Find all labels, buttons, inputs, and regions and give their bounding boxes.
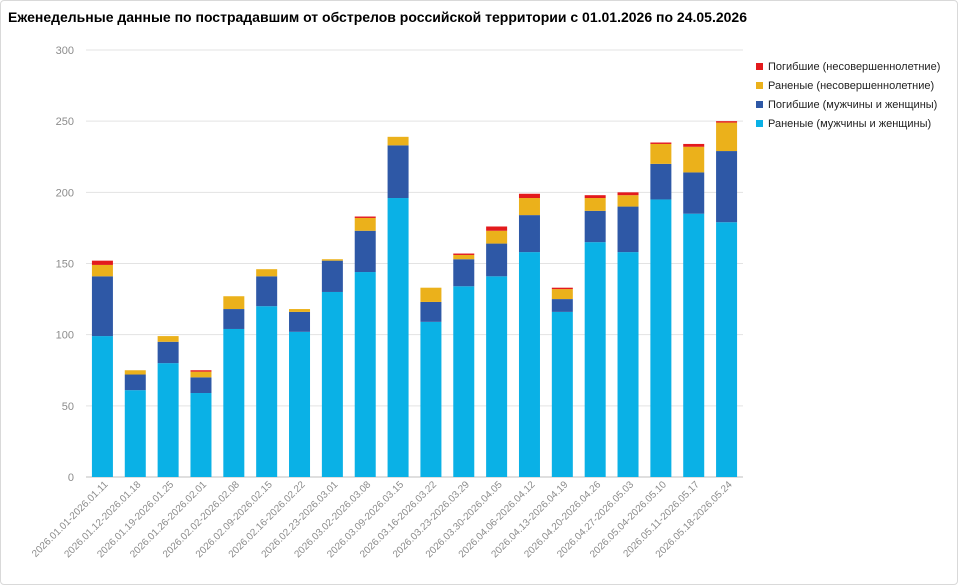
legend-item: Раненые (несовершеннолетние) <box>756 76 940 95</box>
bar-segment <box>289 309 311 312</box>
bar-segment <box>518 198 540 216</box>
bar-segment <box>584 195 606 199</box>
bar-segment <box>223 296 245 310</box>
bar-segment <box>354 272 376 477</box>
y-tick-label: 200 <box>56 187 74 199</box>
bar-segment <box>124 370 146 375</box>
bar-segment <box>716 222 738 477</box>
bar-segment <box>716 121 738 123</box>
bar-segment <box>716 151 738 223</box>
y-tick-label: 0 <box>68 472 74 484</box>
legend-swatch <box>756 101 763 108</box>
bar-segment <box>354 217 376 231</box>
bar-segment <box>486 230 508 244</box>
bar-segment <box>551 311 573 477</box>
bar-segment <box>387 136 409 146</box>
bar-segment <box>256 269 278 277</box>
legend-item: Погибшие (несовершеннолетние) <box>756 57 940 76</box>
bar-segment <box>420 321 442 477</box>
y-tick-label: 300 <box>56 45 74 57</box>
bar-segment <box>617 206 639 253</box>
bar-segment <box>518 193 540 199</box>
bar-segment <box>584 210 606 243</box>
bar-segment <box>354 230 376 273</box>
legend-label: Погибшие (несовершеннолетние) <box>768 60 941 73</box>
y-tick-label: 100 <box>56 330 74 342</box>
bar-segment <box>321 291 343 477</box>
bar-segment <box>453 259 475 287</box>
bar-segment <box>617 195 639 207</box>
bar-segment <box>584 242 606 477</box>
bar-segment <box>387 145 409 199</box>
bar-segment <box>91 260 113 265</box>
bar-segment <box>321 259 343 261</box>
bar-segment <box>650 199 672 477</box>
bar-segment <box>289 331 311 477</box>
bar-segment <box>486 276 508 477</box>
bar-segment <box>387 198 409 477</box>
bar-segment <box>551 299 573 312</box>
bar-segment <box>91 264 113 277</box>
bar-segment <box>91 276 113 337</box>
bar-segment <box>157 341 179 364</box>
chart-title: Еженедельные данные по пострадавшим от о… <box>8 9 747 25</box>
bar-segment <box>617 192 639 196</box>
bar-segment <box>321 260 343 292</box>
bar-segment <box>650 142 672 144</box>
bar-segment <box>683 172 705 214</box>
y-tick-label: 150 <box>56 259 74 271</box>
bar-segment <box>190 393 212 477</box>
legend-label: Погибшие (мужчины и женщины) <box>768 98 938 111</box>
bar-segment <box>683 143 705 147</box>
legend-swatch <box>756 82 763 89</box>
bar-segment <box>256 306 278 477</box>
bar-segment <box>486 243 508 277</box>
legend-item: Раненые (мужчины и женщины) <box>756 114 940 133</box>
bar-segment <box>518 252 540 477</box>
bar-segment <box>453 253 475 255</box>
bar-segment <box>716 122 738 152</box>
legend-swatch <box>756 120 763 127</box>
bar-segment <box>157 363 179 477</box>
bar-segment <box>683 213 705 477</box>
bar-segment <box>223 328 245 477</box>
y-tick-label: 250 <box>56 116 74 128</box>
bar-segment <box>256 276 278 307</box>
bar-segment <box>453 254 475 260</box>
legend-swatch <box>756 63 763 70</box>
bar-segment <box>223 309 245 329</box>
bar-segment <box>289 311 311 332</box>
bar-segment <box>518 215 540 253</box>
legend-label: Раненые (несовершеннолетние) <box>768 79 935 92</box>
bar-segment <box>453 286 475 477</box>
bar-segment <box>190 371 212 378</box>
chart-legend: Погибшие (несовершеннолетние) Раненые (не… <box>756 57 940 133</box>
bar-segment <box>190 370 212 372</box>
bar-segment <box>354 216 376 218</box>
bar-segment <box>683 146 705 173</box>
legend-item: Погибшие (мужчины и женщины) <box>756 95 940 114</box>
bar-segment <box>650 143 672 164</box>
bar-segment <box>551 287 573 290</box>
legend-label: Раненые (мужчины и женщины) <box>768 117 932 130</box>
y-tick-label: 50 <box>62 401 74 413</box>
bar-segment <box>584 198 606 211</box>
bar-segment <box>190 377 212 394</box>
bar-segment <box>157 336 179 342</box>
bar-segment <box>650 163 672 200</box>
bar-segment <box>124 390 146 477</box>
bar-segment <box>420 301 442 322</box>
bar-segment <box>91 336 113 477</box>
bar-segment <box>124 374 146 391</box>
bar-segment <box>551 289 573 300</box>
bar-segment <box>420 287 442 302</box>
bar-segment <box>486 226 508 231</box>
bar-segment <box>617 252 639 477</box>
